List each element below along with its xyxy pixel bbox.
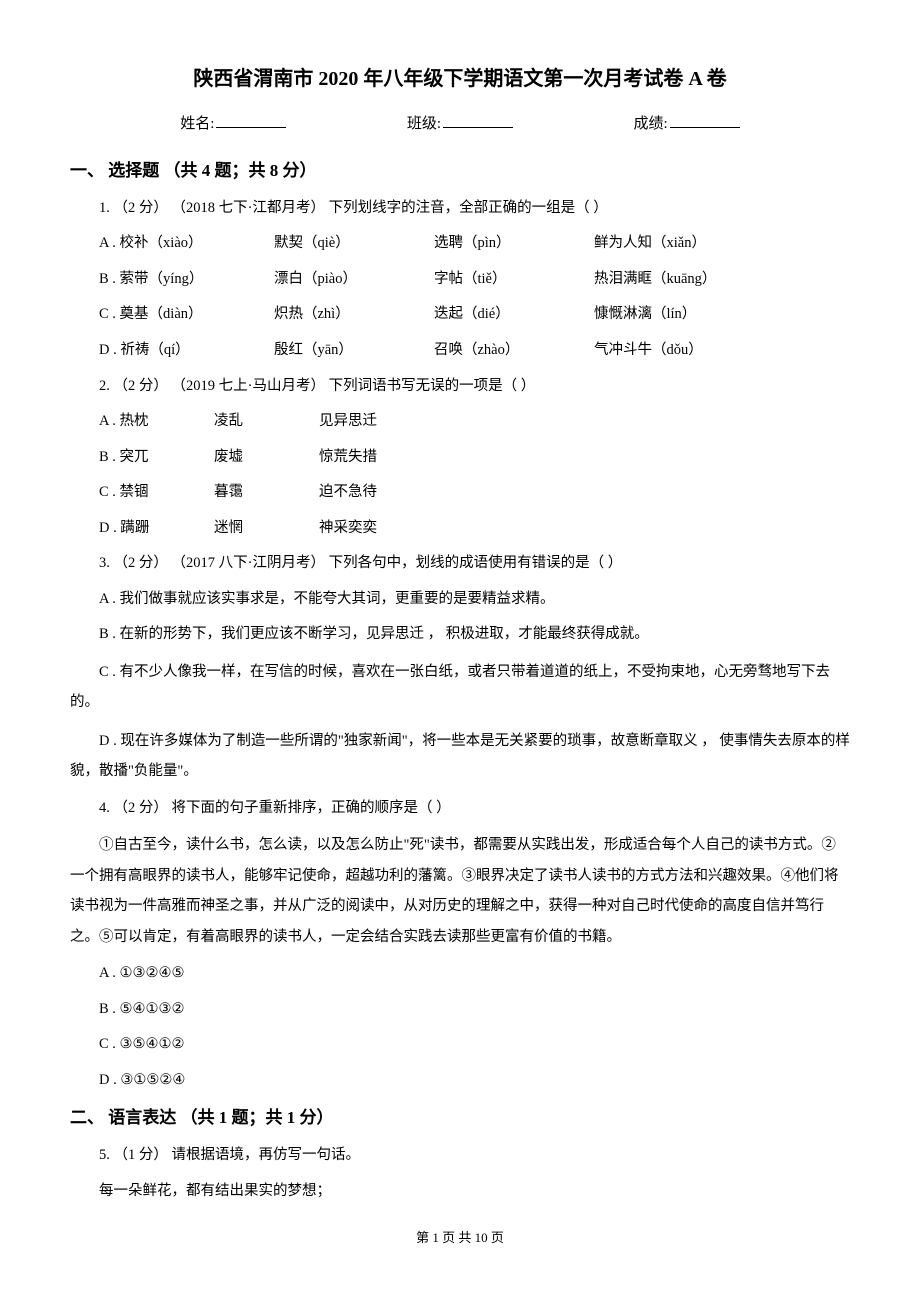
name-blank[interactable] xyxy=(216,127,286,128)
class-field: 班级: xyxy=(407,110,513,139)
q5-stem: 5. （1 分） 请根据语境，再仿写一句话。 xyxy=(70,1142,850,1170)
q2-d-1: D . 蹒跚 xyxy=(99,515,214,543)
q1-b-2: 漂白（piào） xyxy=(274,266,434,294)
q1-option-a: A . 校补（xiào） 默契（qiè） 选聘（pìn） 鲜为人知（xiǎn） xyxy=(70,230,850,258)
q2-c-2: 暮霭 xyxy=(214,479,319,507)
page-footer: 第 1 页 共 10 页 xyxy=(70,1226,850,1251)
q5-line: 每一朵鲜花，都有结出果实的梦想； xyxy=(70,1178,850,1206)
name-label: 姓名: xyxy=(180,110,214,139)
q3-option-d: D . 现在许多媒体为了制造一些所谓的"独家新闻"，将一些本是无关紧要的琐事，故… xyxy=(70,726,850,787)
q2-b-1: B . 突兀 xyxy=(99,444,214,472)
q2-option-a: A . 热枕 凌乱 见异思迁 xyxy=(70,408,850,436)
class-label: 班级: xyxy=(407,110,441,139)
q2-b-3: 惊荒失措 xyxy=(319,444,377,472)
q2-b-2: 废墟 xyxy=(214,444,319,472)
q4-option-c: C . ③⑤④①② xyxy=(70,1031,850,1059)
q1-option-c: C . 奠基（diàn） 炽热（zhì） 迭起（dié） 慷慨淋漓（lín） xyxy=(70,301,850,329)
q1-c-3: 迭起（dié） xyxy=(434,301,594,329)
student-info-row: 姓名: 班级: 成绩: xyxy=(70,110,850,139)
q2-a-1: A . 热枕 xyxy=(99,408,214,436)
exam-title: 陕西省渭南市 2020 年八年级下学期语文第一次月考试卷 A 卷 xyxy=(70,60,850,98)
q2-d-3: 神采奕奕 xyxy=(319,515,377,543)
q1-c-2: 炽热（zhì） xyxy=(274,301,434,329)
section-1-header: 一、 选择题 （共 4 题；共 8 分） xyxy=(70,155,850,187)
name-field: 姓名: xyxy=(180,110,286,139)
q2-a-3: 见异思迁 xyxy=(319,408,377,436)
q1-stem: 1. （2 分） （2018 七下·江都月考） 下列划线字的注音，全部正确的一组… xyxy=(70,195,850,223)
q1-a-3: 选聘（pìn） xyxy=(434,230,594,258)
q1-a-1: A . 校补（xiào） xyxy=(99,230,274,258)
q1-c-4: 慷慨淋漓（lín） xyxy=(594,301,696,329)
q1-c-1: C . 奠基（diàn） xyxy=(99,301,274,329)
q1-d-4: 气冲斗牛（dǒu） xyxy=(594,337,703,365)
q2-stem: 2. （2 分） （2019 七上·马山月考） 下列词语书写无误的一项是（ ） xyxy=(70,373,850,401)
q4-passage: ①自古至今，读什么书，怎么读，以及怎么防止"死"读书，都需要从实践出发，形成适合… xyxy=(70,830,850,952)
q1-b-1: B . 萦带（yíng） xyxy=(99,266,274,294)
q3-option-c: C . 有不少人像我一样，在写信的时候，喜欢在一张白纸，或者只带着道道的纸上，不… xyxy=(70,657,850,718)
q2-c-1: C . 禁锢 xyxy=(99,479,214,507)
q1-option-d: D . 祈祷（qí） 殷红（yān） 召唤（zhào） 气冲斗牛（dǒu） xyxy=(70,337,850,365)
score-label: 成绩: xyxy=(634,110,668,139)
score-field: 成绩: xyxy=(634,110,740,139)
q4-option-b: B . ⑤④①③② xyxy=(70,996,850,1024)
q1-b-3: 字帖（tiě） xyxy=(434,266,594,294)
q1-a-2: 默契（qiè） xyxy=(274,230,434,258)
score-blank[interactable] xyxy=(670,127,740,128)
q2-option-d: D . 蹒跚 迷惘 神采奕奕 xyxy=(70,515,850,543)
q1-a-4: 鲜为人知（xiǎn） xyxy=(594,230,706,258)
q4-stem: 4. （2 分） 将下面的句子重新排序，正确的顺序是（ ） xyxy=(70,795,850,823)
q1-d-1: D . 祈祷（qí） xyxy=(99,337,274,365)
q2-a-2: 凌乱 xyxy=(214,408,319,436)
q3-option-b: B . 在新的形势下，我们更应该不断学习，见异思迁 ， 积极进取，才能最终获得成… xyxy=(70,621,850,649)
q1-d-2: 殷红（yān） xyxy=(274,337,434,365)
q1-d-3: 召唤（zhào） xyxy=(434,337,594,365)
q2-c-3: 迫不急待 xyxy=(319,479,377,507)
section-2-header: 二、 语言表达 （共 1 题；共 1 分） xyxy=(70,1102,850,1134)
q2-option-c: C . 禁锢 暮霭 迫不急待 xyxy=(70,479,850,507)
q1-b-4: 热泪满眶（kuāng） xyxy=(594,266,716,294)
q1-option-b: B . 萦带（yíng） 漂白（piào） 字帖（tiě） 热泪满眶（kuāng… xyxy=(70,266,850,294)
class-blank[interactable] xyxy=(443,127,513,128)
q3-option-a: A . 我们做事就应该实事求是，不能夸大其词，更重要的是要精益求精。 xyxy=(70,586,850,614)
q4-option-a: A . ①③②④⑤ xyxy=(70,960,850,988)
q4-option-d: D . ③①⑤②④ xyxy=(70,1067,850,1095)
q3-stem: 3. （2 分） （2017 八下·江阴月考） 下列各句中，划线的成语使用有错误… xyxy=(70,550,850,578)
q2-d-2: 迷惘 xyxy=(214,515,319,543)
q2-option-b: B . 突兀 废墟 惊荒失措 xyxy=(70,444,850,472)
